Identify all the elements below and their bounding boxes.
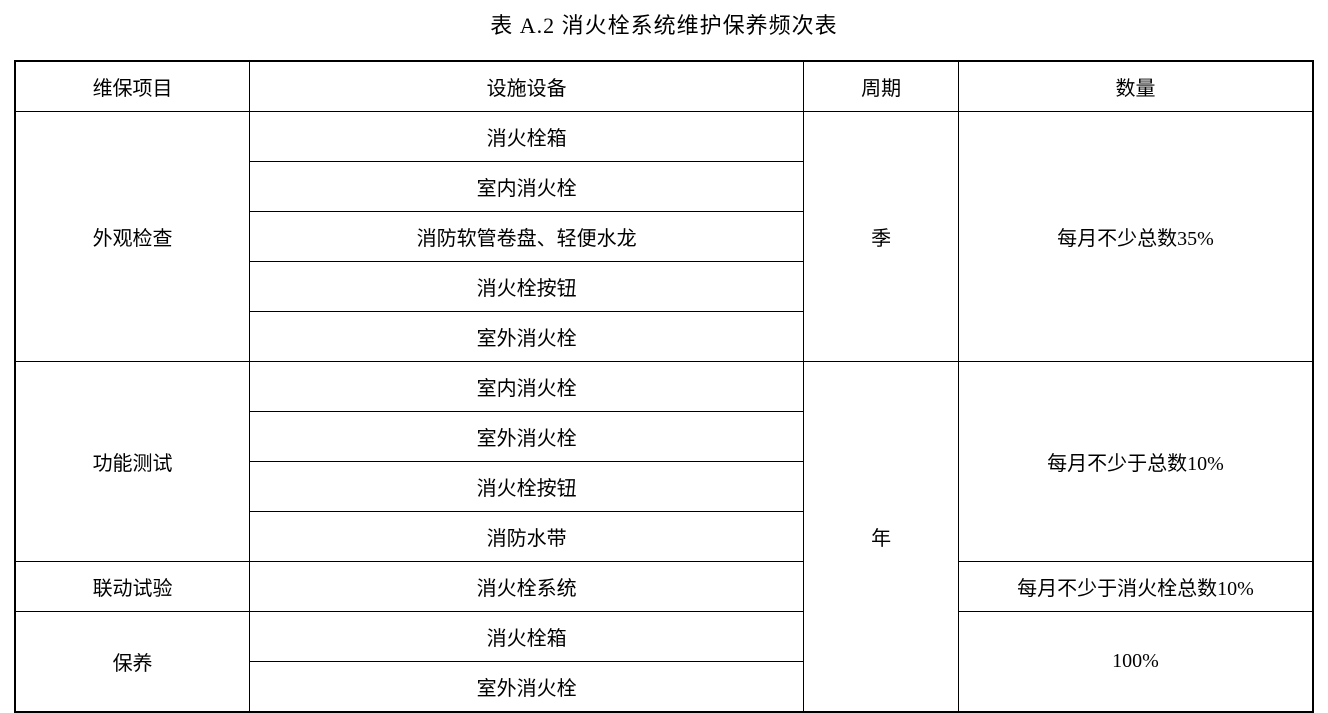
cell-equipment: 消火栓按钮 bbox=[250, 462, 804, 512]
cell-equipment: 室外消火栓 bbox=[250, 412, 804, 462]
cell-project: 联动试验 bbox=[15, 562, 250, 612]
cell-quantity: 每月不少于消火栓总数10% bbox=[959, 562, 1314, 612]
cell-equipment: 消火栓箱 bbox=[250, 612, 804, 662]
cell-equipment: 室外消火栓 bbox=[250, 312, 804, 362]
cell-equipment: 消火栓箱 bbox=[250, 112, 804, 162]
cell-project: 保养 bbox=[15, 612, 250, 713]
cell-equipment: 消火栓系统 bbox=[250, 562, 804, 612]
table-title: 表 A.2 消火栓系统维护保养频次表 bbox=[490, 8, 837, 40]
cell-quantity: 100% bbox=[959, 612, 1314, 713]
table-row: 功能测试 室内消火栓 年 每月不少于总数10% bbox=[15, 362, 1313, 412]
cell-equipment: 室内消火栓 bbox=[250, 162, 804, 212]
cell-project: 功能测试 bbox=[15, 362, 250, 562]
cell-quantity: 每月不少总数35% bbox=[959, 112, 1314, 362]
cell-period: 年 bbox=[804, 362, 959, 713]
cell-equipment: 室内消火栓 bbox=[250, 362, 804, 412]
cell-equipment: 消防软管卷盘、轻便水龙 bbox=[250, 212, 804, 262]
table-row: 联动试验 消火栓系统 每月不少于消火栓总数10% bbox=[15, 562, 1313, 612]
cell-period: 季 bbox=[804, 112, 959, 362]
cell-project: 外观检查 bbox=[15, 112, 250, 362]
header-quantity: 数量 bbox=[959, 61, 1314, 112]
header-equipment: 设施设备 bbox=[250, 61, 804, 112]
table-row: 外观检查 消火栓箱 季 每月不少总数35% bbox=[15, 112, 1313, 162]
header-row: 维保项目 设施设备 周期 数量 bbox=[15, 61, 1313, 112]
table-row: 保养 消火栓箱 100% bbox=[15, 612, 1313, 662]
cell-equipment: 消防水带 bbox=[250, 512, 804, 562]
cell-equipment: 消火栓按钮 bbox=[250, 262, 804, 312]
header-project: 维保项目 bbox=[15, 61, 250, 112]
cell-equipment: 室外消火栓 bbox=[250, 662, 804, 713]
cell-quantity: 每月不少于总数10% bbox=[959, 362, 1314, 562]
header-period: 周期 bbox=[804, 61, 959, 112]
maintenance-table: 维保项目 设施设备 周期 数量 外观检查 消火栓箱 季 每月不少总数35% 室内… bbox=[14, 60, 1314, 713]
